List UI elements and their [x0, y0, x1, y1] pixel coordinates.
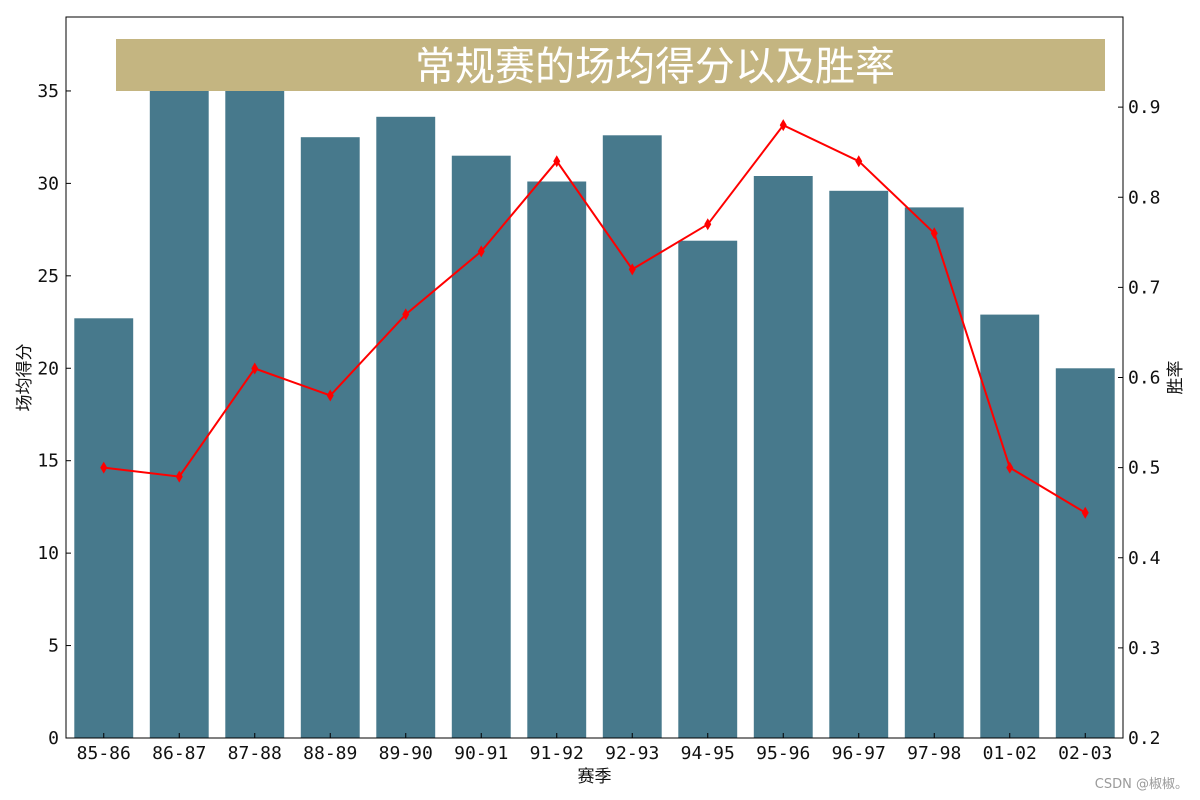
y2-tick-label: 0.9	[1128, 97, 1161, 118]
title-banner-background	[116, 39, 1105, 91]
bar	[149, 52, 209, 739]
line-marker	[175, 470, 183, 483]
y-tick-label: 20	[37, 358, 59, 379]
x-tick-label: 96-97	[832, 743, 886, 764]
y-tick-label: 15	[37, 451, 59, 472]
x-tick-label: 02-03	[1058, 743, 1112, 764]
y2-tick-label: 0.8	[1128, 187, 1161, 208]
y-axis-right-ticks: 0.2 0.3 0.4 0.5 0.6 0.7 0.8 0.9	[1118, 97, 1161, 749]
x-tick-label: 87-88	[228, 743, 282, 764]
bar	[300, 137, 360, 738]
plot-frame	[65, 16, 1124, 739]
x-tick-label: 95-96	[756, 743, 810, 764]
x-tick-label: 85-86	[77, 743, 131, 764]
y2-tick-label: 0.4	[1128, 548, 1161, 569]
bar	[376, 116, 436, 739]
y2-tick-label: 0.3	[1128, 638, 1161, 659]
x-axis-ticks: 85-86 86-87 87-88 88-89 89-90 90-91 91-92 92-93…	[77, 733, 1112, 764]
line-marker	[628, 263, 636, 276]
chart-title: 常规赛的场均得分以及胜率	[415, 44, 895, 90]
x-tick-label: 89-90	[379, 743, 433, 764]
bar	[753, 176, 813, 738]
line-marker	[1006, 461, 1014, 474]
y-tick-label: 0	[48, 728, 59, 749]
bar	[527, 181, 587, 738]
line-marker	[477, 245, 485, 258]
x-tick-label: 94-95	[681, 743, 735, 764]
y-tick-label: 25	[37, 266, 59, 287]
line-series	[100, 119, 1089, 519]
line-marker	[704, 218, 712, 231]
y2-tick-label: 0.2	[1128, 728, 1161, 749]
bar-series	[74, 52, 1115, 739]
line-marker	[930, 227, 938, 240]
x-tick-label: 97-98	[907, 743, 961, 764]
bar	[225, 90, 285, 738]
line-marker	[553, 155, 561, 168]
y-axis-left-ticks: 0 5 10 15 20 25 30 35	[37, 81, 71, 749]
x-tick-label: 91-92	[530, 743, 584, 764]
bar	[904, 207, 964, 738]
bar	[1055, 368, 1115, 738]
line-path	[103, 123, 1086, 514]
x-tick-label: 90-91	[454, 743, 508, 764]
y-axis-right-label: 胜率	[1166, 361, 1186, 395]
line-marker	[402, 308, 410, 321]
bar	[602, 135, 662, 739]
title-banner: 常规赛的场均得分以及胜率	[116, 39, 1105, 91]
y-tick-label: 30	[37, 173, 59, 194]
x-tick-label: 01-02	[983, 743, 1037, 764]
line-marker	[779, 119, 787, 132]
bar	[74, 318, 134, 738]
line-marker	[855, 155, 863, 168]
bar	[678, 240, 738, 738]
line-marker	[100, 461, 108, 474]
y-tick-label: 10	[37, 543, 59, 564]
y2-tick-label: 0.7	[1128, 277, 1161, 298]
x-tick-label: 88-89	[303, 743, 357, 764]
y2-tick-label: 0.5	[1128, 458, 1161, 479]
line-marker	[326, 389, 334, 402]
x-tick-label: 92-93	[605, 743, 659, 764]
line-marker	[251, 362, 259, 375]
bar	[451, 155, 511, 738]
line-marker	[1081, 506, 1089, 519]
y-tick-label: 35	[37, 81, 59, 102]
bar	[829, 190, 889, 739]
y2-tick-label: 0.6	[1128, 368, 1161, 389]
x-axis-label: 赛季	[578, 766, 612, 787]
y-axis-left-label: 场均得分	[15, 344, 35, 412]
bar	[980, 314, 1040, 738]
x-tick-label: 86-87	[152, 743, 206, 764]
y-tick-label: 5	[48, 636, 59, 657]
watermark: CSDN @椒椒。	[1094, 777, 1188, 792]
